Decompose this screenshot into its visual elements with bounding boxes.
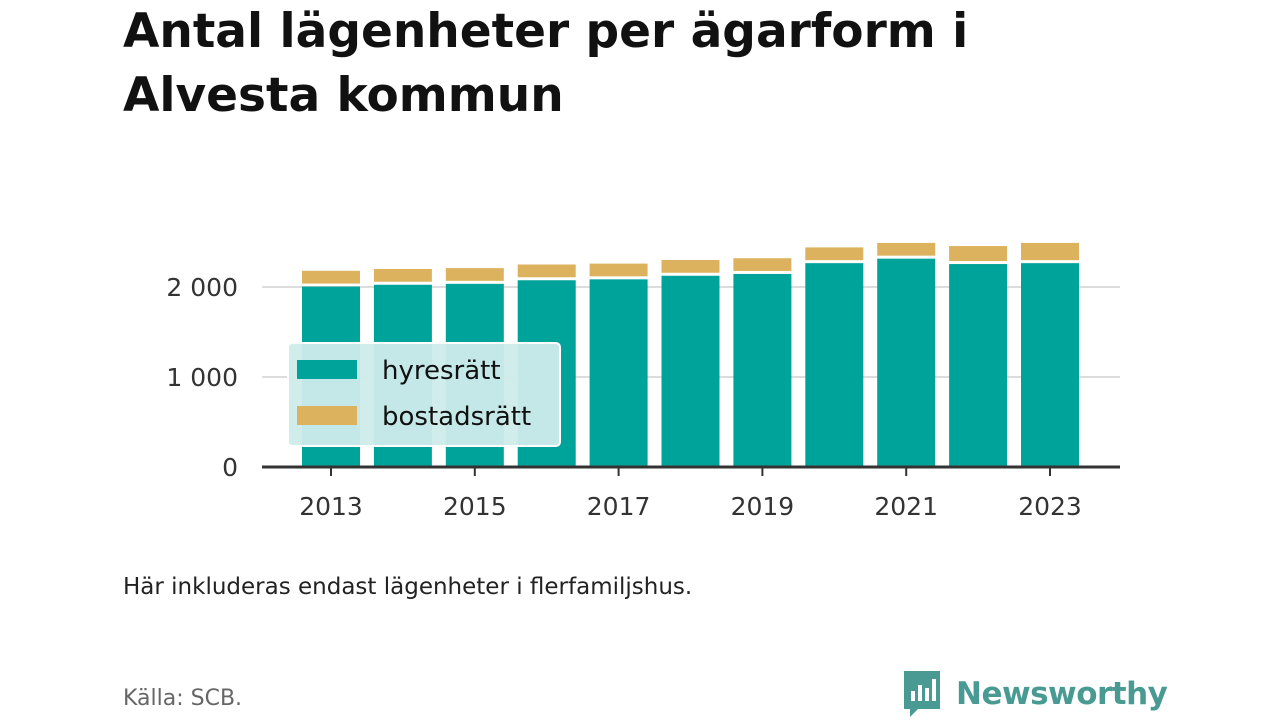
x-tick-label: 2023	[1018, 492, 1082, 521]
bar-hyresratt	[1021, 263, 1079, 467]
chart-note: Här inkluderas endast lägenheter i flerf…	[123, 574, 693, 600]
x-tick-label: 2015	[443, 492, 507, 521]
newsworthy-logo-icon	[904, 671, 940, 717]
x-tick-label: 2019	[731, 492, 795, 521]
y-tick-label: 2 000	[166, 273, 238, 302]
brand-name: Newsworthy	[956, 676, 1168, 712]
legend-label-hyresratt: hyresrätt	[382, 356, 501, 386]
source-label: Källa: SCB.	[123, 686, 243, 711]
legend: hyresrätt bostadsrätt	[287, 342, 561, 447]
bar-bostadsratt	[589, 263, 648, 277]
legend-swatch-hyresratt	[297, 360, 357, 379]
bar-bostadsratt	[805, 247, 864, 261]
bar-bostadsratt	[661, 260, 720, 273]
bar-bostadsratt	[302, 270, 360, 284]
chart-title: Antal lägenheter per ägarform i Alvesta …	[123, 4, 969, 123]
bar-bostadsratt	[1021, 242, 1079, 261]
x-tick-label: 2017	[587, 492, 651, 521]
bar-hyresratt	[661, 275, 720, 467]
brand-logo: Newsworthy	[902, 668, 1168, 720]
legend-label-bostadsratt: bostadsrätt	[382, 402, 531, 432]
bar-hyresratt	[589, 279, 648, 467]
legend-swatch-bostadsratt	[297, 406, 357, 425]
bar-bostadsratt	[733, 258, 792, 271]
y-tick-label: 1 000	[166, 363, 238, 392]
x-tick-label: 2021	[874, 492, 938, 521]
y-tick-label: 0	[222, 453, 238, 482]
bar-hyresratt	[877, 258, 936, 467]
x-tick-label: 2013	[299, 492, 363, 521]
bar-bostadsratt	[877, 242, 936, 256]
bar-hyresratt	[733, 273, 792, 467]
bar-bostadsratt	[445, 268, 504, 281]
bar-hyresratt	[949, 264, 1008, 467]
bar-bostadsratt	[949, 246, 1008, 262]
bar-bostadsratt	[517, 264, 576, 278]
bar-hyresratt	[805, 263, 864, 467]
axes: 0 1 000 2 000 2013 2015 2017 2019 2021 2023	[166, 273, 1120, 521]
bar-bostadsratt	[373, 269, 432, 282]
